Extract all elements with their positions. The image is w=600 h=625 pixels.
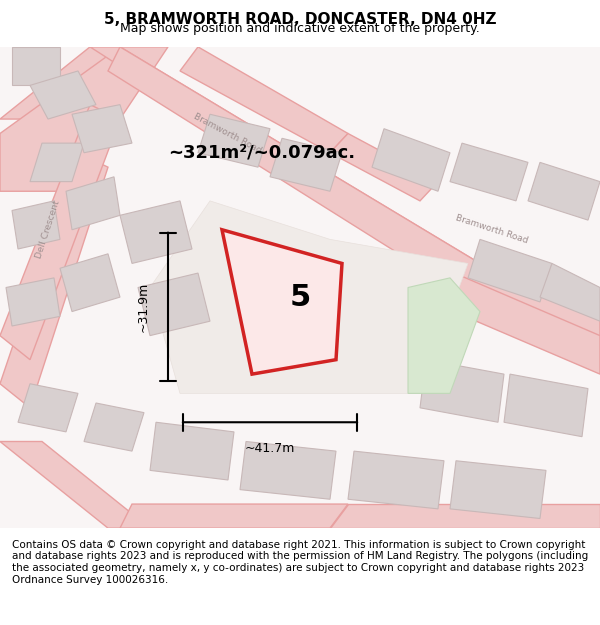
Polygon shape (30, 143, 84, 182)
Polygon shape (66, 177, 120, 230)
Polygon shape (138, 273, 210, 336)
Polygon shape (240, 441, 336, 499)
Polygon shape (420, 359, 504, 423)
Polygon shape (0, 104, 120, 359)
Polygon shape (0, 47, 168, 191)
Polygon shape (450, 461, 546, 519)
Text: Contains OS data © Crown copyright and database right 2021. This information is : Contains OS data © Crown copyright and d… (12, 540, 588, 584)
Polygon shape (372, 129, 450, 191)
Polygon shape (30, 71, 96, 119)
Polygon shape (540, 264, 600, 321)
Text: 5: 5 (289, 282, 311, 312)
Polygon shape (60, 254, 120, 311)
Polygon shape (270, 138, 342, 191)
Polygon shape (18, 384, 78, 432)
Polygon shape (12, 201, 60, 249)
Polygon shape (120, 201, 192, 264)
Text: Map shows position and indicative extent of the property.: Map shows position and indicative extent… (120, 22, 480, 35)
Text: ~31.9m: ~31.9m (137, 282, 150, 332)
Polygon shape (450, 143, 528, 201)
Text: Bramworth Road: Bramworth Road (455, 214, 529, 246)
Polygon shape (528, 162, 600, 220)
Polygon shape (468, 239, 552, 302)
Polygon shape (120, 504, 348, 528)
Polygon shape (348, 451, 444, 509)
Polygon shape (330, 134, 438, 201)
Text: Dell Crescent: Dell Crescent (34, 199, 62, 260)
Polygon shape (108, 47, 600, 345)
Polygon shape (180, 47, 348, 152)
Text: Bramworth Road: Bramworth Road (193, 112, 263, 155)
Polygon shape (6, 278, 60, 326)
Polygon shape (72, 104, 132, 152)
Polygon shape (0, 47, 150, 119)
Polygon shape (420, 264, 600, 374)
Polygon shape (12, 47, 60, 86)
Polygon shape (150, 201, 468, 393)
Polygon shape (408, 278, 480, 393)
Polygon shape (0, 152, 108, 408)
Polygon shape (198, 114, 270, 167)
Polygon shape (222, 230, 342, 374)
Text: ~321m²/~0.079ac.: ~321m²/~0.079ac. (168, 144, 355, 162)
Polygon shape (90, 47, 480, 278)
Text: 5, BRAMWORTH ROAD, DONCASTER, DN4 0HZ: 5, BRAMWORTH ROAD, DONCASTER, DN4 0HZ (104, 12, 496, 27)
Polygon shape (0, 441, 150, 528)
Text: ~41.7m: ~41.7m (245, 441, 295, 454)
Polygon shape (84, 403, 144, 451)
Polygon shape (330, 504, 600, 528)
Polygon shape (504, 374, 588, 437)
Polygon shape (150, 422, 234, 480)
